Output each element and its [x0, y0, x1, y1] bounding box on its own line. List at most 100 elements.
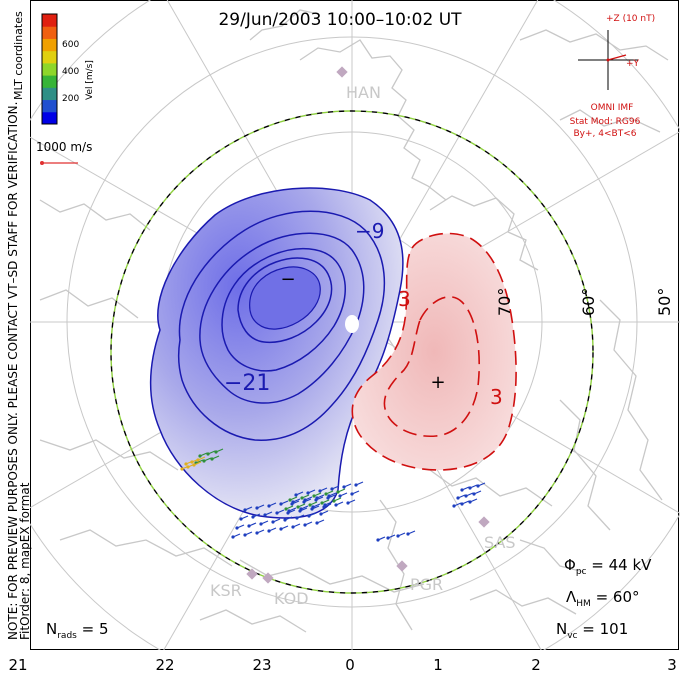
vector-line — [197, 456, 206, 461]
station-han: HAN — [346, 83, 381, 102]
colorbar-label: Vel [m/s] — [85, 60, 95, 100]
positive-potential-cell: 3 3 + — [351, 232, 517, 471]
vector-line — [377, 536, 386, 541]
vector-line — [240, 515, 249, 520]
mlt-tick-3: 3 — [667, 656, 677, 674]
colorbar-segment — [42, 38, 57, 52]
vector-line — [260, 520, 269, 525]
preview-note: NOTE: FOR PREVIEW PURPOSES ONLY. PLEASE … — [6, 102, 20, 640]
vector-line — [347, 499, 356, 504]
vector-line — [313, 492, 322, 497]
coastlines — [39, 9, 669, 633]
imf-stat-mod: Stat Mod: RG96 — [570, 117, 641, 127]
vector-line — [252, 513, 261, 518]
vector-line — [299, 507, 308, 512]
vector-line — [333, 497, 342, 502]
potential-min-marker: − — [280, 269, 295, 290]
vector-line — [264, 511, 273, 516]
vector-line — [297, 503, 306, 508]
station-ksr: KSR — [210, 581, 242, 600]
vector-line — [292, 523, 301, 528]
colorbar-border — [41, 13, 58, 125]
vector-line — [268, 527, 277, 532]
vector-line — [355, 481, 364, 486]
vector-line — [289, 496, 298, 501]
vector-line — [319, 487, 328, 492]
vector-line — [351, 490, 360, 495]
vector-line — [291, 500, 300, 505]
vector-line — [304, 521, 313, 526]
vector-line — [335, 501, 344, 506]
vector-line — [327, 494, 336, 499]
vector-line — [397, 532, 406, 537]
vector-line — [321, 499, 330, 504]
vector-line — [331, 485, 340, 490]
fit-statistics: Φpc = 44 kV ΛHM = 60° Nvc = 101 Nrads = … — [46, 556, 652, 641]
station-marker-sas — [478, 516, 490, 528]
vector-line — [256, 504, 265, 509]
vector-line — [207, 450, 216, 455]
imf-z-label: +Z (10 nT) — [606, 14, 655, 24]
vector-line — [325, 490, 334, 495]
nrads-stat: Nrads = 5 — [46, 620, 109, 641]
colorbar-tick-400: 400 — [62, 67, 79, 77]
vector-line — [296, 514, 305, 519]
vector-line — [203, 457, 212, 462]
fit-order-note: FitOrder: 8, mapEX format — [18, 482, 32, 640]
vector-line — [315, 496, 324, 501]
vector-line — [323, 503, 332, 508]
stations: HAN SAS PGR KSR KOD — [210, 66, 516, 608]
vector-line — [295, 491, 304, 496]
vector-line — [244, 506, 253, 511]
mlt-tick-0: 0 — [345, 656, 355, 674]
station-marker-kod — [262, 572, 274, 584]
station-marker-ksr — [246, 568, 258, 580]
vector-line — [193, 461, 202, 466]
mlt-tick-22: 22 — [155, 656, 174, 674]
vector-line — [469, 484, 478, 489]
vector-line — [343, 483, 352, 488]
colorbar-segment — [42, 26, 57, 39]
velocity-colorbar — [41, 13, 58, 125]
vector-line — [215, 448, 224, 453]
vector-line — [301, 494, 310, 499]
vector-line — [461, 500, 470, 505]
vector-line — [195, 459, 204, 464]
vector-line — [272, 518, 281, 523]
imf-source: OMNI IMF — [591, 103, 634, 113]
vector-line — [311, 505, 320, 510]
vector-line — [300, 505, 309, 510]
pole-marker — [345, 315, 359, 333]
colorbar-tick-200: 200 — [62, 94, 79, 104]
map-title: 29/Jun/2003 10:00–10:02 UT — [218, 10, 462, 30]
imf-condition: By+, 4<BT<6 — [574, 129, 637, 139]
nvc-stat: Nvc = 101 — [556, 620, 628, 641]
vector-line — [324, 501, 333, 506]
vector-line — [292, 498, 301, 503]
vector-line — [320, 510, 329, 515]
contour-label-pos3: 3 — [398, 287, 411, 311]
vector-line — [316, 494, 325, 499]
phi-pc-stat: Φpc = 44 kV — [564, 556, 652, 577]
vector-line — [465, 492, 474, 497]
contour-label-neg21: −21 — [224, 371, 270, 396]
station-sas: SAS — [484, 533, 516, 552]
velocity-vectors — [180, 448, 486, 542]
vector-line — [407, 530, 416, 535]
colorbar-segment — [42, 99, 57, 113]
potential-max-marker: + — [430, 372, 445, 393]
vector-line — [199, 452, 208, 457]
vector-line — [307, 489, 316, 494]
vector-line — [288, 507, 297, 512]
negative-potential-cell: −9 −21 − — [149, 187, 404, 519]
lat-label-60: 60° — [579, 288, 598, 316]
vector-line — [211, 455, 220, 460]
hmb-boundary-green — [110, 110, 594, 594]
colorbar-segment — [42, 87, 57, 101]
vector-line — [287, 509, 296, 514]
vector-line — [284, 516, 293, 521]
scale-vector-dot — [40, 161, 44, 165]
colorbar-tick-600: 600 — [62, 40, 79, 50]
vector-line — [461, 486, 470, 491]
contour-label-neg9: −9 — [355, 219, 384, 243]
